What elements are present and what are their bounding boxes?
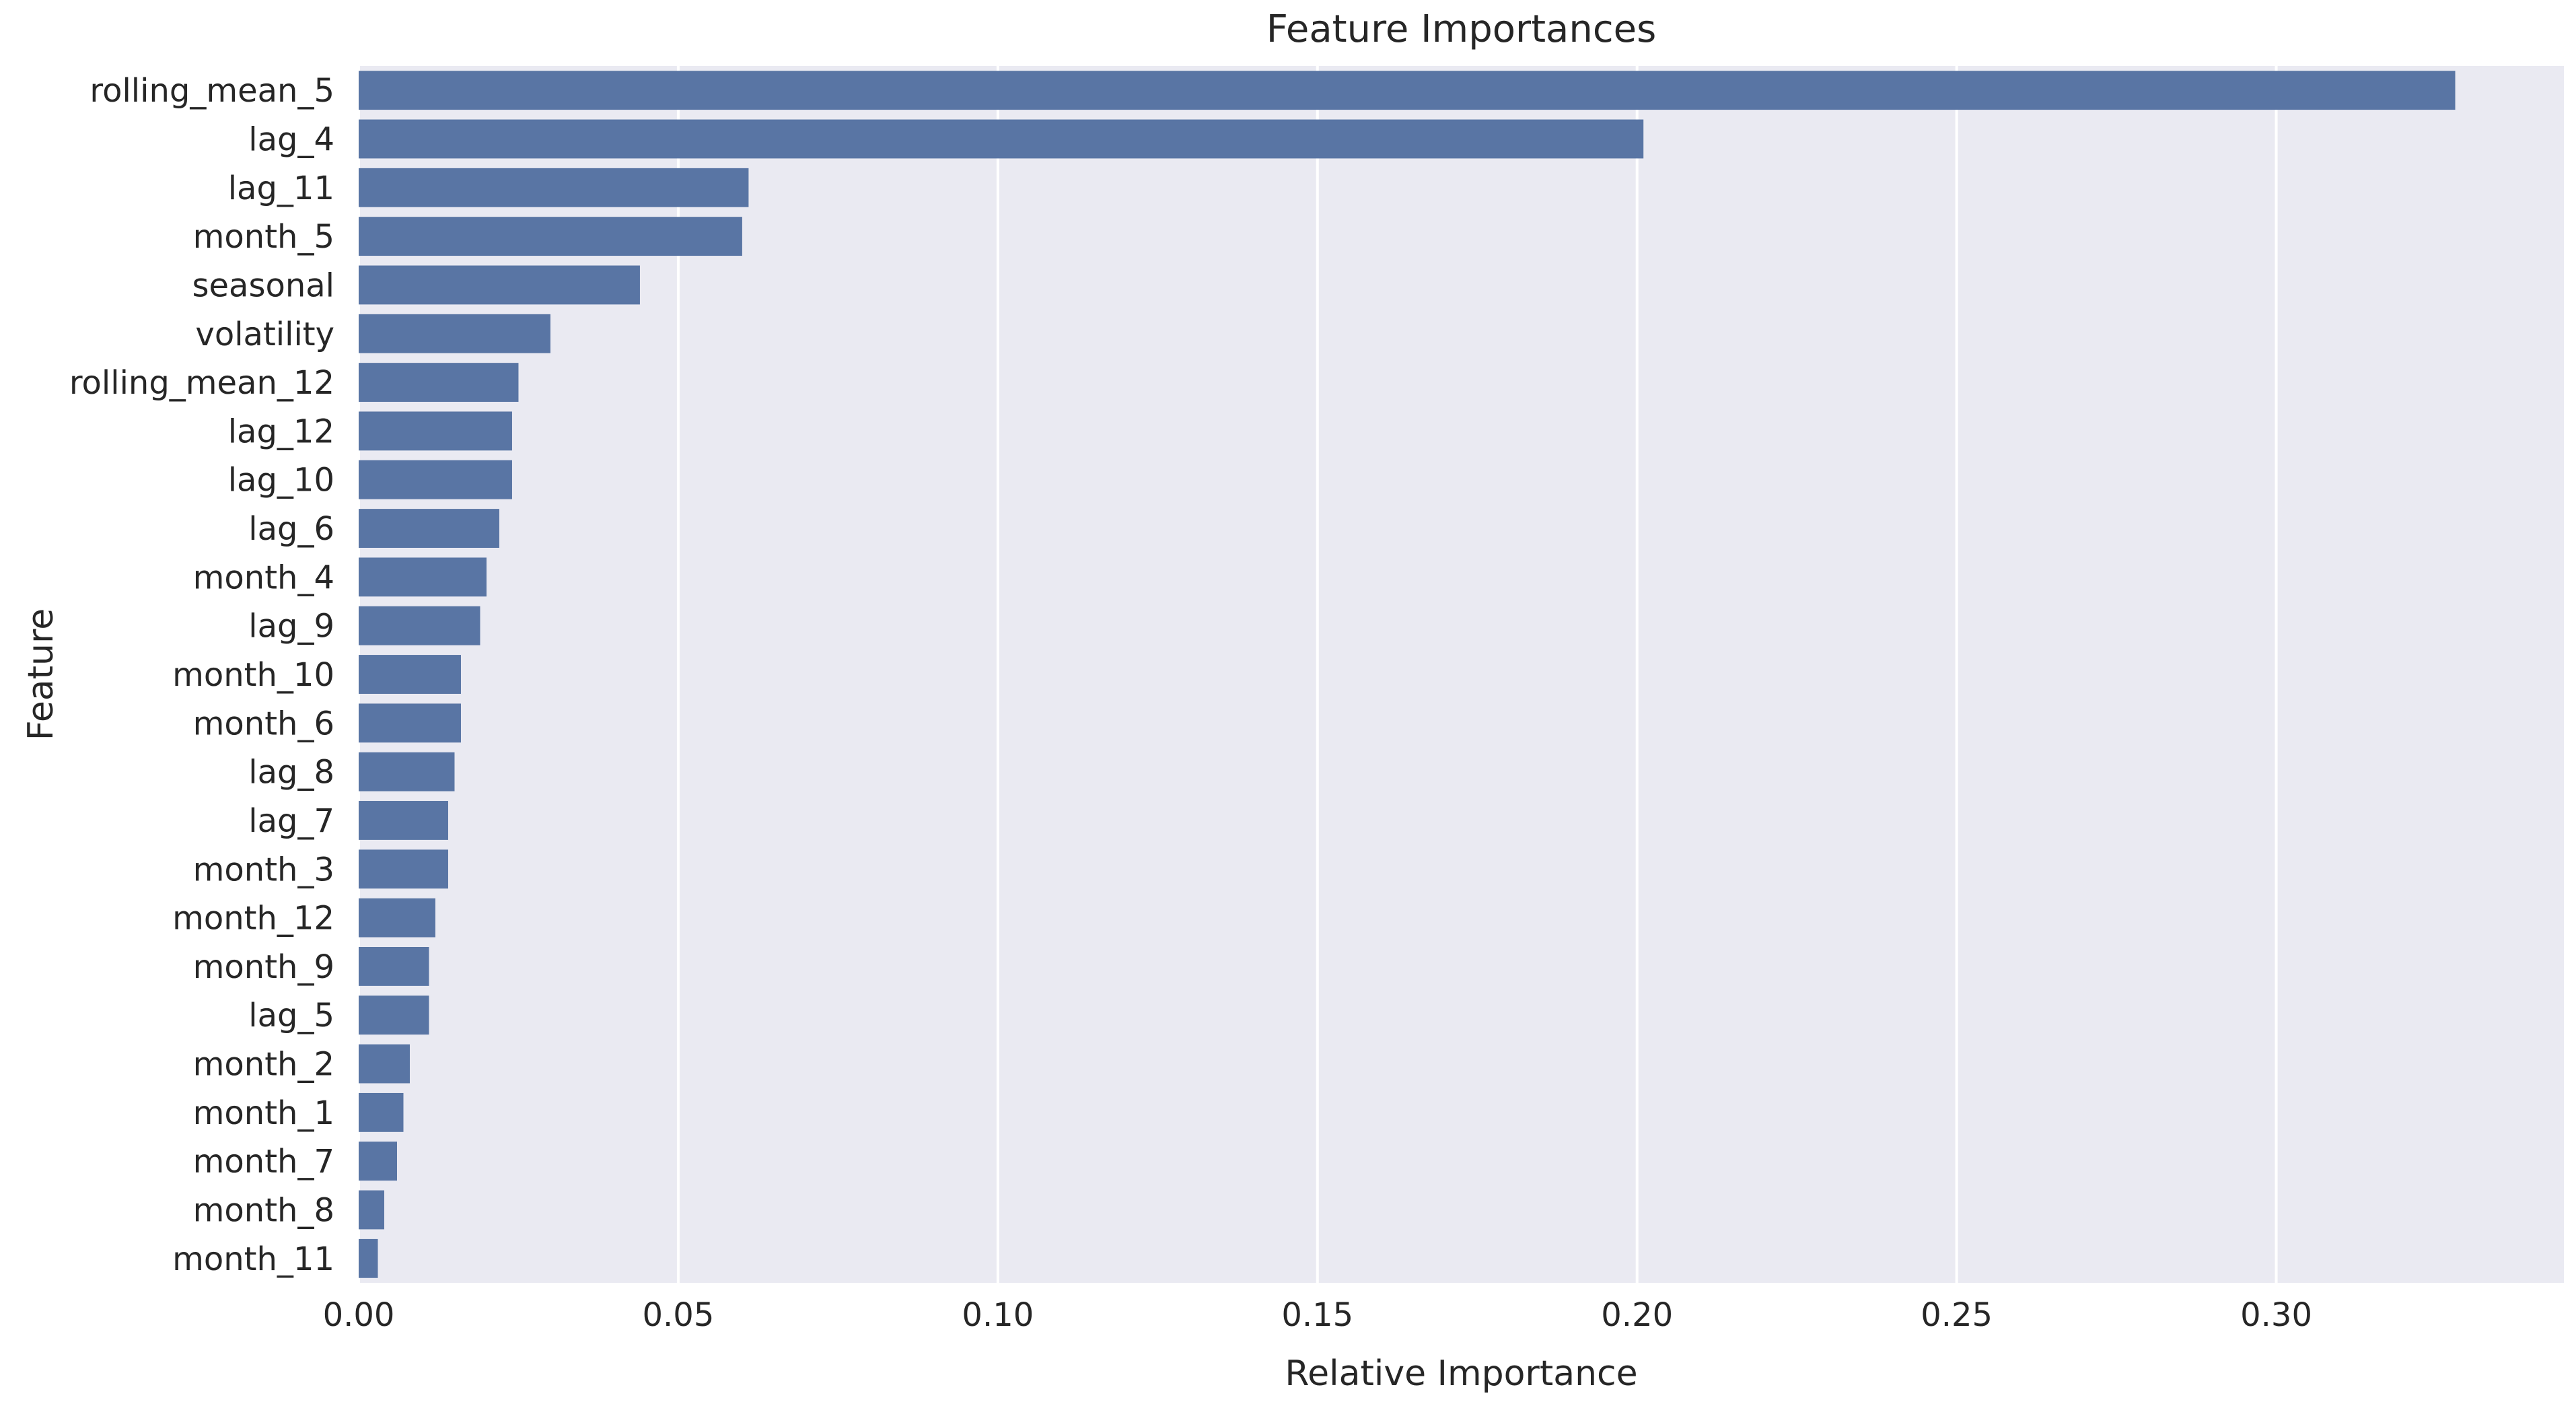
y-tick-label: lag_4 bbox=[248, 120, 334, 158]
bar-month-7 bbox=[359, 1141, 397, 1181]
bar-month-9 bbox=[359, 946, 429, 986]
chart-title: Feature Importances bbox=[1266, 7, 1657, 51]
y-tick-label: month_12 bbox=[172, 900, 334, 938]
y-tick-label: rolling_mean_5 bbox=[90, 72, 334, 110]
bar-lag-9 bbox=[359, 606, 480, 645]
y-tick-label: volatility bbox=[195, 316, 334, 353]
x-tick-label: 0.30 bbox=[2240, 1296, 2312, 1334]
bar-lag-6 bbox=[359, 509, 499, 548]
y-tick-label: month_10 bbox=[172, 656, 334, 694]
bar-month-2 bbox=[359, 1044, 410, 1084]
bar-month-12 bbox=[359, 898, 435, 938]
y-tick-label: month_2 bbox=[193, 1046, 334, 1084]
bar-lag-12 bbox=[359, 411, 512, 451]
y-tick-label: month_1 bbox=[193, 1094, 334, 1132]
bar-lag-7 bbox=[359, 801, 448, 840]
y-tick-label: lag_5 bbox=[248, 997, 334, 1034]
bar-lag-5 bbox=[359, 995, 429, 1035]
y-tick-label: lag_9 bbox=[248, 608, 334, 645]
y-tick-label: lag_7 bbox=[248, 802, 334, 840]
bar-month-11 bbox=[359, 1238, 378, 1278]
bar-lag-10 bbox=[359, 460, 512, 499]
y-tick-label: lag_10 bbox=[228, 462, 334, 499]
y-tick-labels: rolling_mean_5 lag_4 lag_11 month_5 seasonal… bbox=[69, 72, 334, 1278]
y-tick-label: rolling_mean_12 bbox=[69, 364, 334, 402]
x-axis-label: Relative Importance bbox=[1285, 1354, 1637, 1394]
bar-seasonal bbox=[359, 265, 640, 305]
y-tick-label: month_11 bbox=[172, 1240, 334, 1278]
y-tick-label: month_6 bbox=[193, 705, 334, 742]
bar-month-1 bbox=[359, 1092, 404, 1132]
y-tick-label: lag_8 bbox=[248, 754, 334, 792]
bar-rolling-mean-5 bbox=[359, 71, 2456, 110]
y-tick-label: month_4 bbox=[193, 559, 334, 596]
bar-lag-11 bbox=[359, 168, 749, 207]
y-tick-label: month_3 bbox=[193, 851, 334, 888]
bars bbox=[359, 71, 2456, 1278]
y-tick-label: lag_12 bbox=[228, 413, 334, 450]
y-tick-label: month_8 bbox=[193, 1192, 334, 1230]
y-tick-label: month_5 bbox=[193, 218, 334, 256]
x-tick-label: 0.20 bbox=[1601, 1296, 1673, 1334]
y-tick-label: month_9 bbox=[193, 948, 334, 986]
bar-volatility bbox=[359, 314, 550, 353]
x-tick-label: 0.15 bbox=[1281, 1296, 1353, 1334]
y-tick-label: lag_11 bbox=[228, 170, 334, 207]
bar-month-3 bbox=[359, 849, 448, 889]
y-tick-label: lag_6 bbox=[248, 510, 334, 548]
bar-lag-4 bbox=[359, 119, 1644, 159]
bar-month-4 bbox=[359, 557, 487, 597]
y-tick-label: seasonal bbox=[192, 267, 335, 304]
bar-lag-8 bbox=[359, 752, 455, 792]
bar-rolling-mean-12 bbox=[359, 363, 519, 402]
x-tick-label: 0.10 bbox=[962, 1296, 1034, 1334]
x-tick-label: 0.00 bbox=[323, 1296, 395, 1334]
bar-month-5 bbox=[359, 217, 742, 256]
plot-background bbox=[359, 66, 2564, 1283]
bar-month-8 bbox=[359, 1190, 384, 1230]
x-tick-labels: 0.00 0.05 0.10 0.15 0.20 0.25 0.30 bbox=[323, 1296, 2312, 1334]
bar-month-6 bbox=[359, 703, 461, 743]
x-tick-label: 0.05 bbox=[642, 1296, 714, 1334]
y-tick-label: month_7 bbox=[193, 1143, 334, 1181]
bar-month-10 bbox=[359, 655, 461, 694]
x-tick-label: 0.25 bbox=[1921, 1296, 1993, 1334]
y-axis-label: Feature bbox=[21, 608, 61, 741]
